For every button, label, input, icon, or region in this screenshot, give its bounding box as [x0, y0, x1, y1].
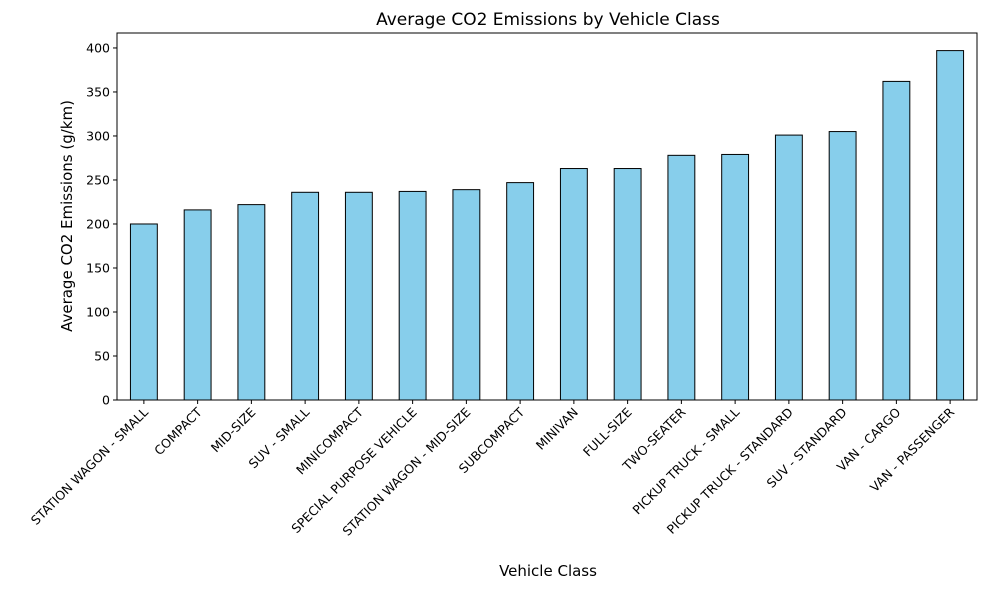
axes-frame [116, 32, 978, 401]
bar [559, 168, 588, 401]
y-tick-label: 250 [86, 172, 110, 187]
bar [936, 50, 965, 401]
bar [506, 182, 535, 401]
y-tick-label: 150 [86, 260, 110, 275]
chart-title: Average CO2 Emissions by Vehicle Class [376, 10, 720, 30]
plot-area: 0 50 100 150 200 250 300 350 400 STATION WAGON - … [28, 32, 978, 539]
y-tick-label: 350 [86, 84, 110, 99]
y-tick-label: 50 [94, 348, 110, 363]
y-tick-label: 400 [86, 40, 110, 55]
bar [882, 80, 911, 401]
bar [129, 223, 158, 401]
x-tick-label: STATION WAGON - SMALL [28, 404, 151, 527]
bar [237, 204, 266, 401]
y-tick-label: 100 [86, 304, 110, 319]
bar [344, 191, 373, 401]
x-axis-label: Vehicle Class [499, 562, 597, 580]
bar [398, 190, 427, 401]
bar [452, 189, 481, 401]
bar [828, 131, 857, 401]
y-axis-label: Average CO2 Emissions (g/km) [58, 100, 76, 332]
y-tick-label: 0 [102, 393, 110, 408]
x-tick-label: COMPACT [151, 404, 205, 458]
x-tick-label: MINIVAN [533, 405, 581, 453]
y-tick-label: 200 [86, 216, 110, 231]
bar [721, 153, 750, 401]
x-tick-label: MID-SIZE [208, 404, 259, 455]
bar [613, 168, 642, 401]
bar [291, 191, 320, 401]
x-tick-label: PICKUP TRUCK - SMALL [629, 404, 742, 517]
bar [667, 154, 696, 401]
x-tick-label: FULL-SIZE [580, 404, 635, 459]
y-tick-label: 300 [86, 128, 110, 143]
bar [774, 134, 803, 401]
bar [183, 209, 212, 401]
